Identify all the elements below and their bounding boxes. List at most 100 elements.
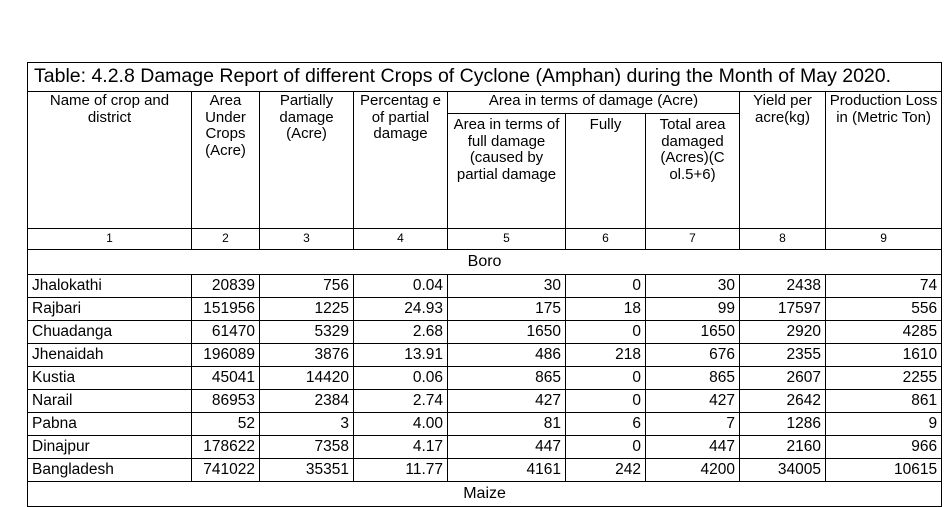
header-name: Name of crop and district bbox=[27, 91, 192, 229]
column-number: 7 bbox=[645, 228, 740, 250]
cell-loss: 861 bbox=[824, 389, 943, 413]
cell-percent: 0.04 bbox=[353, 274, 448, 298]
cell-fully: 6 bbox=[565, 412, 646, 436]
cell-area: 61470 bbox=[191, 320, 260, 344]
cell-fully: 0 bbox=[565, 274, 646, 298]
cell-loss: 556 bbox=[824, 297, 943, 321]
cell-total: 427 bbox=[645, 389, 740, 413]
table-row: Jhenaidah 196089 3876 13.91 486 218 676 2355 161… bbox=[27, 343, 943, 367]
cell-loss: 966 bbox=[824, 435, 943, 459]
header-partial: Partially damage (Acre) bbox=[259, 91, 354, 229]
total-loss: 10615 bbox=[824, 458, 943, 482]
column-number: 4 bbox=[353, 228, 448, 250]
cell-partial: 3 bbox=[259, 412, 354, 436]
cell-partial: 7358 bbox=[259, 435, 354, 459]
header-percent: Percentag e of partial damage bbox=[353, 91, 448, 229]
cell-percent: 4.17 bbox=[353, 435, 448, 459]
cell-loss: 74 bbox=[824, 274, 943, 298]
cell-yield: 1286 bbox=[739, 412, 826, 436]
cell-full-partial: 175 bbox=[447, 297, 566, 321]
total-partial: 35351 bbox=[259, 458, 354, 482]
table-row: Kustia 45041 14420 0.06 865 0 865 2607 2255 bbox=[27, 366, 943, 390]
header-area: Area Under Crops (Acre) bbox=[191, 91, 260, 229]
cell-area: 196089 bbox=[191, 343, 260, 367]
header-full-from-partial: Area in terms of full damage (caused by … bbox=[447, 113, 566, 229]
column-number-row: 1 2 3 4 5 6 7 8 9 bbox=[27, 228, 943, 250]
total-total: 4200 bbox=[645, 458, 740, 482]
cell-full-partial: 30 bbox=[447, 274, 566, 298]
table-row: Dinajpur 178622 7358 4.17 447 0 447 2160 966 bbox=[27, 435, 943, 459]
cell-percent: 2.68 bbox=[353, 320, 448, 344]
cell-partial: 1225 bbox=[259, 297, 354, 321]
cell-percent: 4.00 bbox=[353, 412, 448, 436]
cell-area: 86953 bbox=[191, 389, 260, 413]
damage-report-table: Table: 4.2.8 Damage Report of different … bbox=[26, 62, 943, 507]
cell-full-partial: 81 bbox=[447, 412, 566, 436]
cell-fully: 18 bbox=[565, 297, 646, 321]
cell-total: 30 bbox=[645, 274, 740, 298]
next-section-label: Maize bbox=[26, 481, 943, 507]
cell-loss: 4285 bbox=[824, 320, 943, 344]
cell-fully: 0 bbox=[565, 435, 646, 459]
total-fully: 242 bbox=[565, 458, 646, 482]
section-row-boro: Boro bbox=[26, 249, 943, 275]
cell-yield: 2920 bbox=[739, 320, 826, 344]
cell-name: Jhalokathi bbox=[27, 274, 192, 298]
column-number: 6 bbox=[565, 228, 646, 250]
cell-area: 52 bbox=[191, 412, 260, 436]
header-fully: Fully bbox=[565, 113, 646, 229]
cell-total: 447 bbox=[645, 435, 740, 459]
table-row: Narail 86953 2384 2.74 427 0 427 2642 861 bbox=[27, 389, 943, 413]
header-yield: Yield per acre(kg) bbox=[739, 91, 826, 229]
cell-percent: 24.93 bbox=[353, 297, 448, 321]
table-row: Pabna 52 3 4.00 81 6 7 1286 9 bbox=[27, 412, 943, 436]
cell-full-partial: 1650 bbox=[447, 320, 566, 344]
total-percent: 11.77 bbox=[353, 458, 448, 482]
cell-name: Pabna bbox=[27, 412, 192, 436]
section-label: Boro bbox=[26, 249, 943, 275]
cell-name: Dinajpur bbox=[27, 435, 192, 459]
cell-loss: 2255 bbox=[824, 366, 943, 390]
total-row: Bangladesh 741022 35351 11.77 4161 242 4… bbox=[27, 458, 943, 482]
cell-total: 676 bbox=[645, 343, 740, 367]
column-number: 2 bbox=[191, 228, 260, 250]
cell-name: Narail bbox=[27, 389, 192, 413]
table-row: Chuadanga 61470 5329 2.68 1650 0 1650 2920 4285 bbox=[27, 320, 943, 344]
cell-yield: 2438 bbox=[739, 274, 826, 298]
header-loss: Production Loss in (Metric Ton) bbox=[824, 91, 943, 229]
cell-fully: 0 bbox=[565, 389, 646, 413]
column-number: 3 bbox=[259, 228, 354, 250]
cell-fully: 218 bbox=[565, 343, 646, 367]
cell-fully: 0 bbox=[565, 320, 646, 344]
column-number: 5 bbox=[447, 228, 566, 250]
cell-total: 1650 bbox=[645, 320, 740, 344]
cell-total: 865 bbox=[645, 366, 740, 390]
cell-full-partial: 447 bbox=[447, 435, 566, 459]
cell-name: Jhenaidah bbox=[27, 343, 192, 367]
cell-yield: 2355 bbox=[739, 343, 826, 367]
total-name: Bangladesh bbox=[27, 458, 192, 482]
cell-yield: 2607 bbox=[739, 366, 826, 390]
cell-loss: 9 bbox=[824, 412, 943, 436]
cell-yield: 2160 bbox=[739, 435, 826, 459]
cell-percent: 13.91 bbox=[353, 343, 448, 367]
table-row: Rajbari 151956 1225 24.93 175 18 99 17597 556 bbox=[27, 297, 943, 321]
cell-yield: 17597 bbox=[739, 297, 826, 321]
cell-total: 99 bbox=[645, 297, 740, 321]
section-row-maize: Maize bbox=[26, 481, 943, 507]
cell-percent: 0.06 bbox=[353, 366, 448, 390]
cell-partial: 3876 bbox=[259, 343, 354, 367]
total-yield: 34005 bbox=[739, 458, 826, 482]
total-full-partial: 4161 bbox=[447, 458, 566, 482]
cell-partial: 2384 bbox=[259, 389, 354, 413]
table-row: Jhalokathi 20839 756 0.04 30 0 30 2438 74 bbox=[27, 274, 943, 298]
cell-percent: 2.74 bbox=[353, 389, 448, 413]
column-number: 1 bbox=[27, 228, 192, 250]
cell-name: Kustia bbox=[27, 366, 192, 390]
cell-area: 151956 bbox=[191, 297, 260, 321]
cell-total: 7 bbox=[645, 412, 740, 436]
cell-area: 20839 bbox=[191, 274, 260, 298]
cell-loss: 1610 bbox=[824, 343, 943, 367]
cell-partial: 14420 bbox=[259, 366, 354, 390]
column-number: 8 bbox=[739, 228, 826, 250]
